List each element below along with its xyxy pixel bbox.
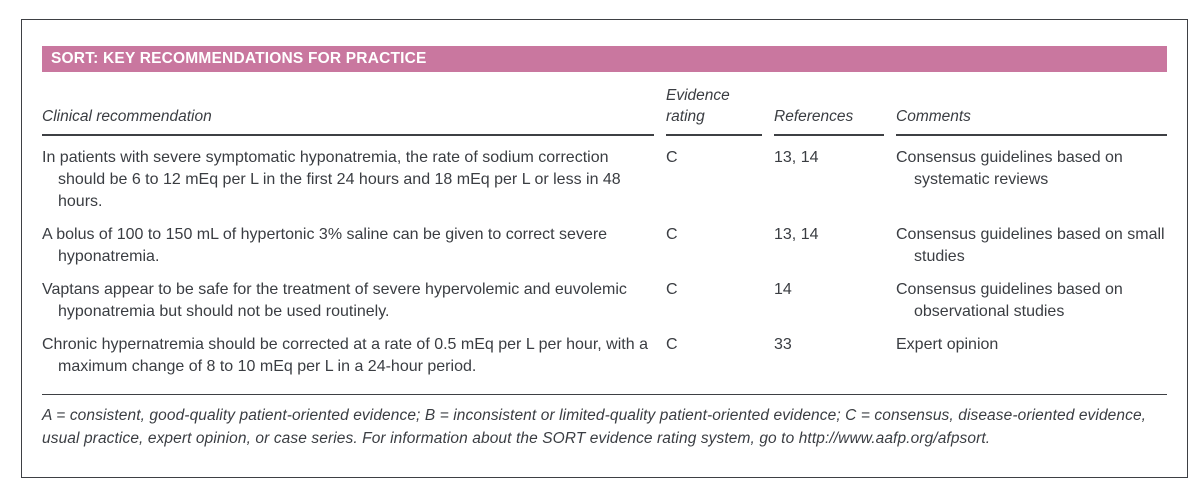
table-row: Vaptans appear to be safe for the treatm… [42, 279, 1167, 323]
recommendation-cell: Chronic hypernatremia should be correcte… [42, 336, 648, 375]
comments-cell: Expert opinion [896, 336, 999, 353]
table-header-row: Clinical recommendation Evidence rating … [42, 85, 1167, 136]
evidence-rating-cell: C [666, 149, 678, 166]
references-cell: 14 [774, 281, 792, 298]
comments-cell: Consensus guidelines based on observatio… [896, 281, 1123, 320]
recommendation-cell: In patients with severe symptomatic hypo… [42, 149, 621, 210]
column-header-clinical-recommendation: Clinical recommendation [42, 85, 654, 136]
references-cell: 13, 14 [774, 226, 819, 243]
table-body: In patients with severe symptomatic hypo… [42, 147, 1167, 378]
evidence-rating-cell: C [666, 226, 678, 243]
table-row: In patients with severe symptomatic hypo… [42, 147, 1167, 213]
evidence-rating-cell: C [666, 281, 678, 298]
footnote-divider [42, 394, 1167, 395]
evidence-rating-cell: C [666, 336, 678, 353]
comments-cell: Consensus guidelines based on systematic… [896, 149, 1123, 188]
references-cell: 33 [774, 336, 792, 353]
comments-cell: Consensus guidelines based on small stud… [896, 226, 1165, 265]
table-row: A bolus of 100 to 150 mL of hypertonic 3… [42, 224, 1167, 268]
table-title-bar: SORT: KEY RECOMMENDATIONS FOR PRACTICE [42, 46, 1167, 72]
column-header-evidence-rating: Evidence rating [666, 85, 762, 136]
recommendation-cell: Vaptans appear to be safe for the treatm… [42, 281, 627, 320]
table-row: Chronic hypernatremia should be correcte… [42, 334, 1167, 378]
recommendation-cell: A bolus of 100 to 150 mL of hypertonic 3… [42, 226, 608, 265]
sort-table-figure: SORT: KEY RECOMMENDATIONS FOR PRACTICE C… [21, 19, 1188, 478]
references-cell: 13, 14 [774, 149, 819, 166]
sort-footnote: A = consistent, good-quality patient-ori… [42, 407, 1147, 447]
column-header-references: References [774, 85, 884, 136]
column-header-comments: Comments [896, 85, 1167, 136]
